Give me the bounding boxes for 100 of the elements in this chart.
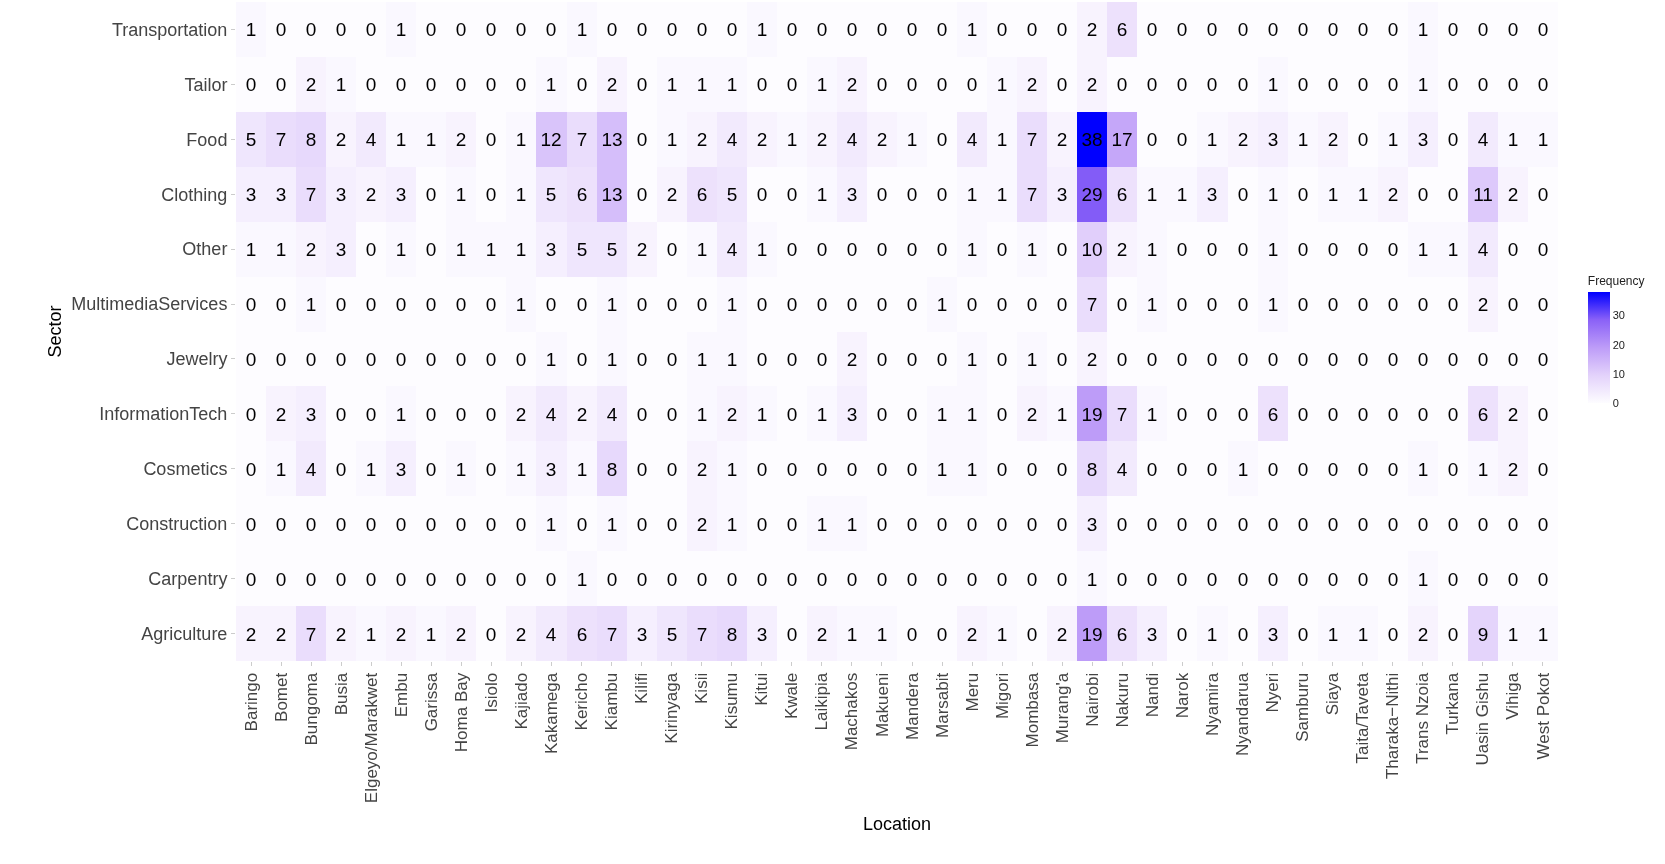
data-label: 0 (846, 458, 858, 480)
data-label: 1 (846, 623, 858, 645)
data-label: 1 (816, 513, 828, 535)
data-label: 0 (906, 513, 918, 535)
data-label: 1 (275, 458, 287, 480)
data-label: 2 (1507, 183, 1519, 205)
data-label: 0 (275, 348, 287, 370)
data-label: 0 (1026, 293, 1038, 315)
data-label: 0 (876, 513, 888, 535)
y-tick-label: Agriculture (141, 623, 228, 644)
data-label: 8 (305, 128, 317, 150)
data-label: 2 (365, 183, 377, 205)
data-label: 0 (1237, 183, 1249, 205)
data-label: 0 (1116, 568, 1128, 590)
data-label: 6 (576, 183, 588, 205)
data-label: 0 (876, 348, 888, 370)
data-label: 0 (485, 183, 497, 205)
data-label: 2 (1086, 348, 1098, 370)
data-label: 0 (395, 513, 407, 535)
data-label: 0 (636, 18, 648, 40)
data-label: 1 (1267, 238, 1279, 260)
data-label: 0 (636, 183, 648, 205)
data-label: 0 (425, 293, 437, 315)
data-label: 1 (726, 73, 738, 95)
data-label: 0 (245, 293, 257, 315)
data-label: 2 (1507, 458, 1519, 480)
data-label: 0 (245, 403, 257, 425)
data-label: 0 (1387, 568, 1399, 590)
x-tick-label: Kilifi (632, 672, 652, 704)
data-label: 0 (1176, 513, 1188, 535)
data-label: 2 (1507, 403, 1519, 425)
data-label: 0 (1237, 513, 1249, 535)
y-tick-label: Transportation (111, 19, 228, 40)
data-label: 0 (1357, 238, 1369, 260)
data-label: 4 (1116, 458, 1128, 480)
data-label: 0 (365, 403, 377, 425)
data-label: 0 (1477, 18, 1489, 40)
data-label: 2 (636, 238, 648, 260)
data-label: 0 (515, 348, 527, 370)
data-label: 0 (786, 513, 798, 535)
data-label: 0 (606, 18, 618, 40)
data-label: 0 (1327, 348, 1339, 370)
data-label: 1 (996, 623, 1008, 645)
data-label: 1 (545, 513, 557, 535)
data-label: 8 (606, 458, 618, 480)
data-label: 1 (876, 623, 888, 645)
data-label: 0 (395, 348, 407, 370)
y-tick-label: Construction (126, 514, 228, 535)
data-label: 1 (365, 458, 377, 480)
x-tick-label: Nakuru (1112, 672, 1132, 728)
data-label: 1 (816, 183, 828, 205)
data-label: 0 (666, 348, 678, 370)
x-tick-label: Busia (331, 672, 351, 716)
data-label: 0 (816, 238, 828, 260)
data-label: 12 (540, 128, 562, 150)
data-label: 0 (816, 458, 828, 480)
data-label: 0 (1056, 18, 1068, 40)
data-label: 0 (1327, 73, 1339, 95)
data-label: 2 (305, 238, 317, 260)
data-label: 0 (1026, 513, 1038, 535)
color-bar-label: 20 (1612, 338, 1625, 351)
data-label: 0 (816, 348, 828, 370)
data-label: 0 (786, 293, 798, 315)
data-label: 0 (1297, 623, 1309, 645)
data-label: 0 (876, 73, 888, 95)
x-tick-label: Kiambu (602, 672, 622, 731)
data-label: 0 (786, 73, 798, 95)
data-label: 0 (846, 293, 858, 315)
data-label: 0 (1116, 513, 1128, 535)
x-tick-label: Kisii (692, 672, 712, 704)
data-label: 0 (1537, 513, 1549, 535)
data-label: 1 (996, 73, 1008, 95)
data-label: 2 (1056, 623, 1068, 645)
data-label: 0 (1447, 623, 1459, 645)
data-label: 2 (395, 623, 407, 645)
data-label: 0 (1327, 513, 1339, 535)
data-label: 3 (846, 183, 858, 205)
data-label: 0 (846, 238, 858, 260)
data-label: 3 (395, 183, 407, 205)
data-label: 0 (1146, 568, 1158, 590)
data-label: 0 (576, 293, 588, 315)
data-label: 0 (936, 348, 948, 370)
data-label: 0 (786, 458, 798, 480)
data-label: 3 (1417, 128, 1429, 150)
data-label: 3 (545, 458, 557, 480)
data-label: 1 (365, 623, 377, 645)
data-label: 0 (636, 568, 648, 590)
data-label: 13 (601, 183, 623, 205)
data-label: 9 (1477, 623, 1489, 645)
data-label: 1 (1387, 128, 1399, 150)
data-label: 0 (485, 568, 497, 590)
x-tick-label: Embu (391, 672, 411, 718)
data-label: 0 (756, 458, 768, 480)
data-label: 0 (1537, 348, 1549, 370)
data-label: 0 (1417, 403, 1429, 425)
data-label: 1 (1146, 293, 1158, 315)
data-label: 0 (1387, 73, 1399, 95)
data-label: 0 (515, 73, 527, 95)
data-label: 0 (335, 348, 347, 370)
data-label: 0 (365, 293, 377, 315)
